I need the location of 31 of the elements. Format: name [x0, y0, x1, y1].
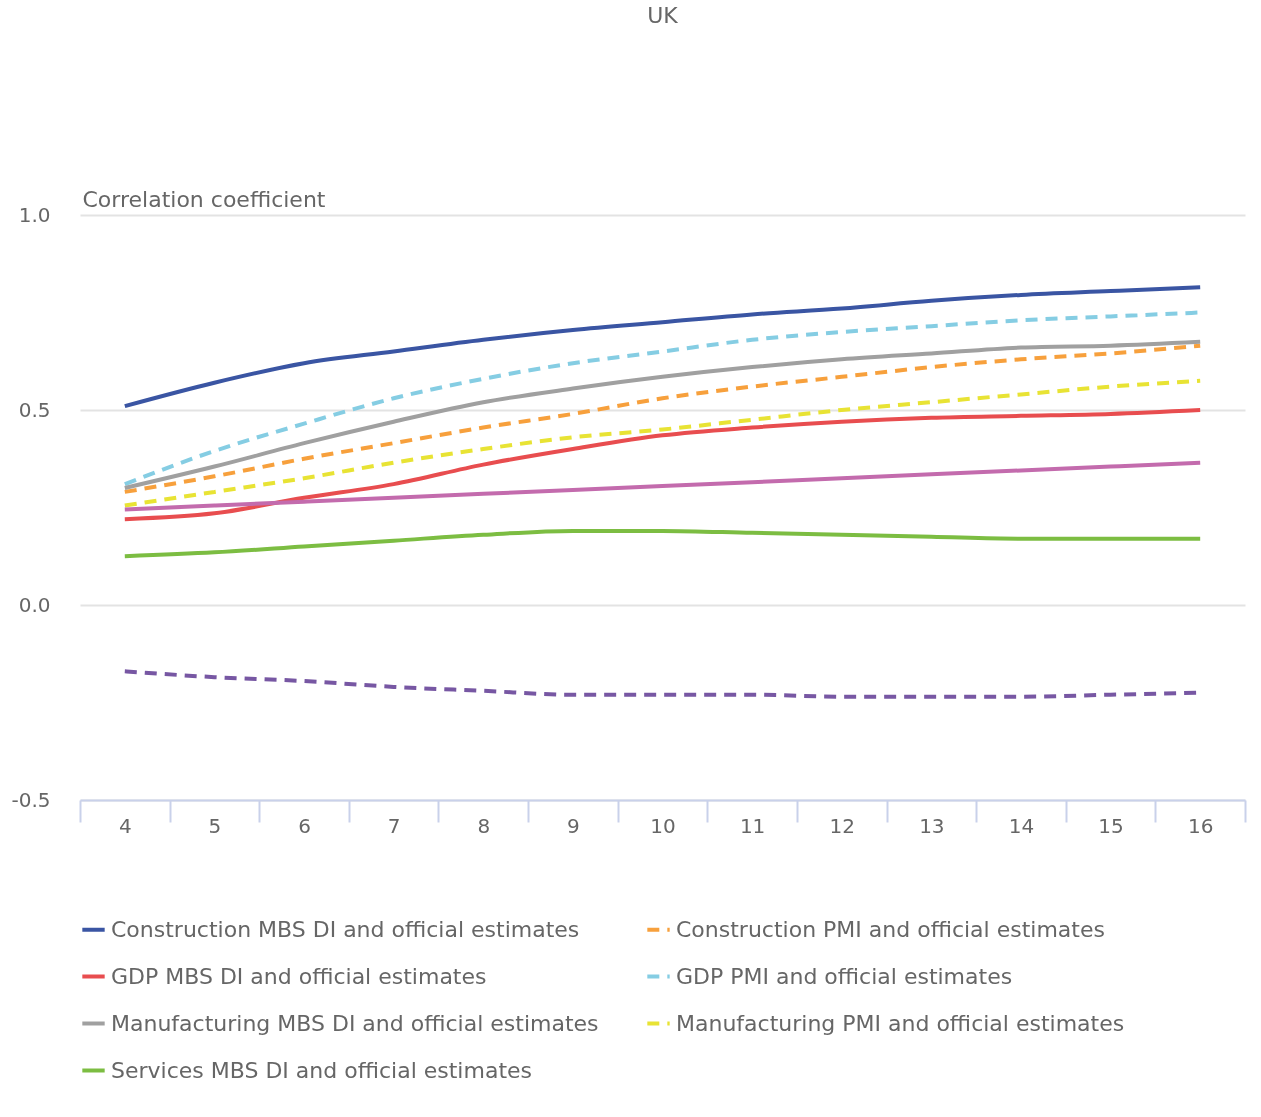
x-tick-label: 15 — [1098, 813, 1124, 838]
legend-label: Manufacturing PMI and official estimates — [676, 1010, 1125, 1036]
legend-label: Services MBS DI and official estimates — [111, 1057, 533, 1083]
x-tick-label: 11 — [739, 813, 766, 838]
y-axis-title: Correlation coefficient — [82, 186, 326, 212]
line-series — [122, 408, 1203, 522]
y-tick-label: 0.5 — [18, 397, 51, 422]
y-tick-label: 1.0 — [18, 202, 51, 227]
x-tick-label: 6 — [298, 813, 311, 838]
x-tick-label: 7 — [387, 813, 401, 838]
line-series — [122, 285, 1203, 409]
legend-label: GDP PMI and official estimates — [676, 963, 1013, 989]
chart-title: UK — [647, 3, 679, 28]
x-tick-label: 5 — [208, 813, 222, 838]
legend-label: GDP MBS DI and official estimates — [111, 963, 487, 989]
line-series — [122, 378, 1203, 508]
legend-label: Construction PMI and official estimates — [676, 916, 1105, 942]
x-tick-label: 9 — [567, 813, 580, 838]
x-tick-label: 4 — [118, 813, 132, 838]
x-tick-label: 12 — [829, 813, 855, 838]
x-tick-label: 10 — [650, 813, 676, 838]
x-tick-label: 13 — [919, 813, 945, 838]
y-tick-label: 0.0 — [18, 592, 51, 617]
x-tick-label: 16 — [1187, 813, 1214, 838]
x-tick-label: 14 — [1008, 813, 1035, 838]
line-series — [122, 460, 1203, 512]
y-tick-label: -0.5 — [11, 787, 51, 812]
legend-label: Construction MBS DI and official estimates — [111, 916, 580, 942]
x-tick-label: 8 — [477, 813, 491, 838]
legend-label: Manufacturing MBS DI and official estimates — [111, 1010, 599, 1036]
line-series — [122, 528, 1203, 559]
